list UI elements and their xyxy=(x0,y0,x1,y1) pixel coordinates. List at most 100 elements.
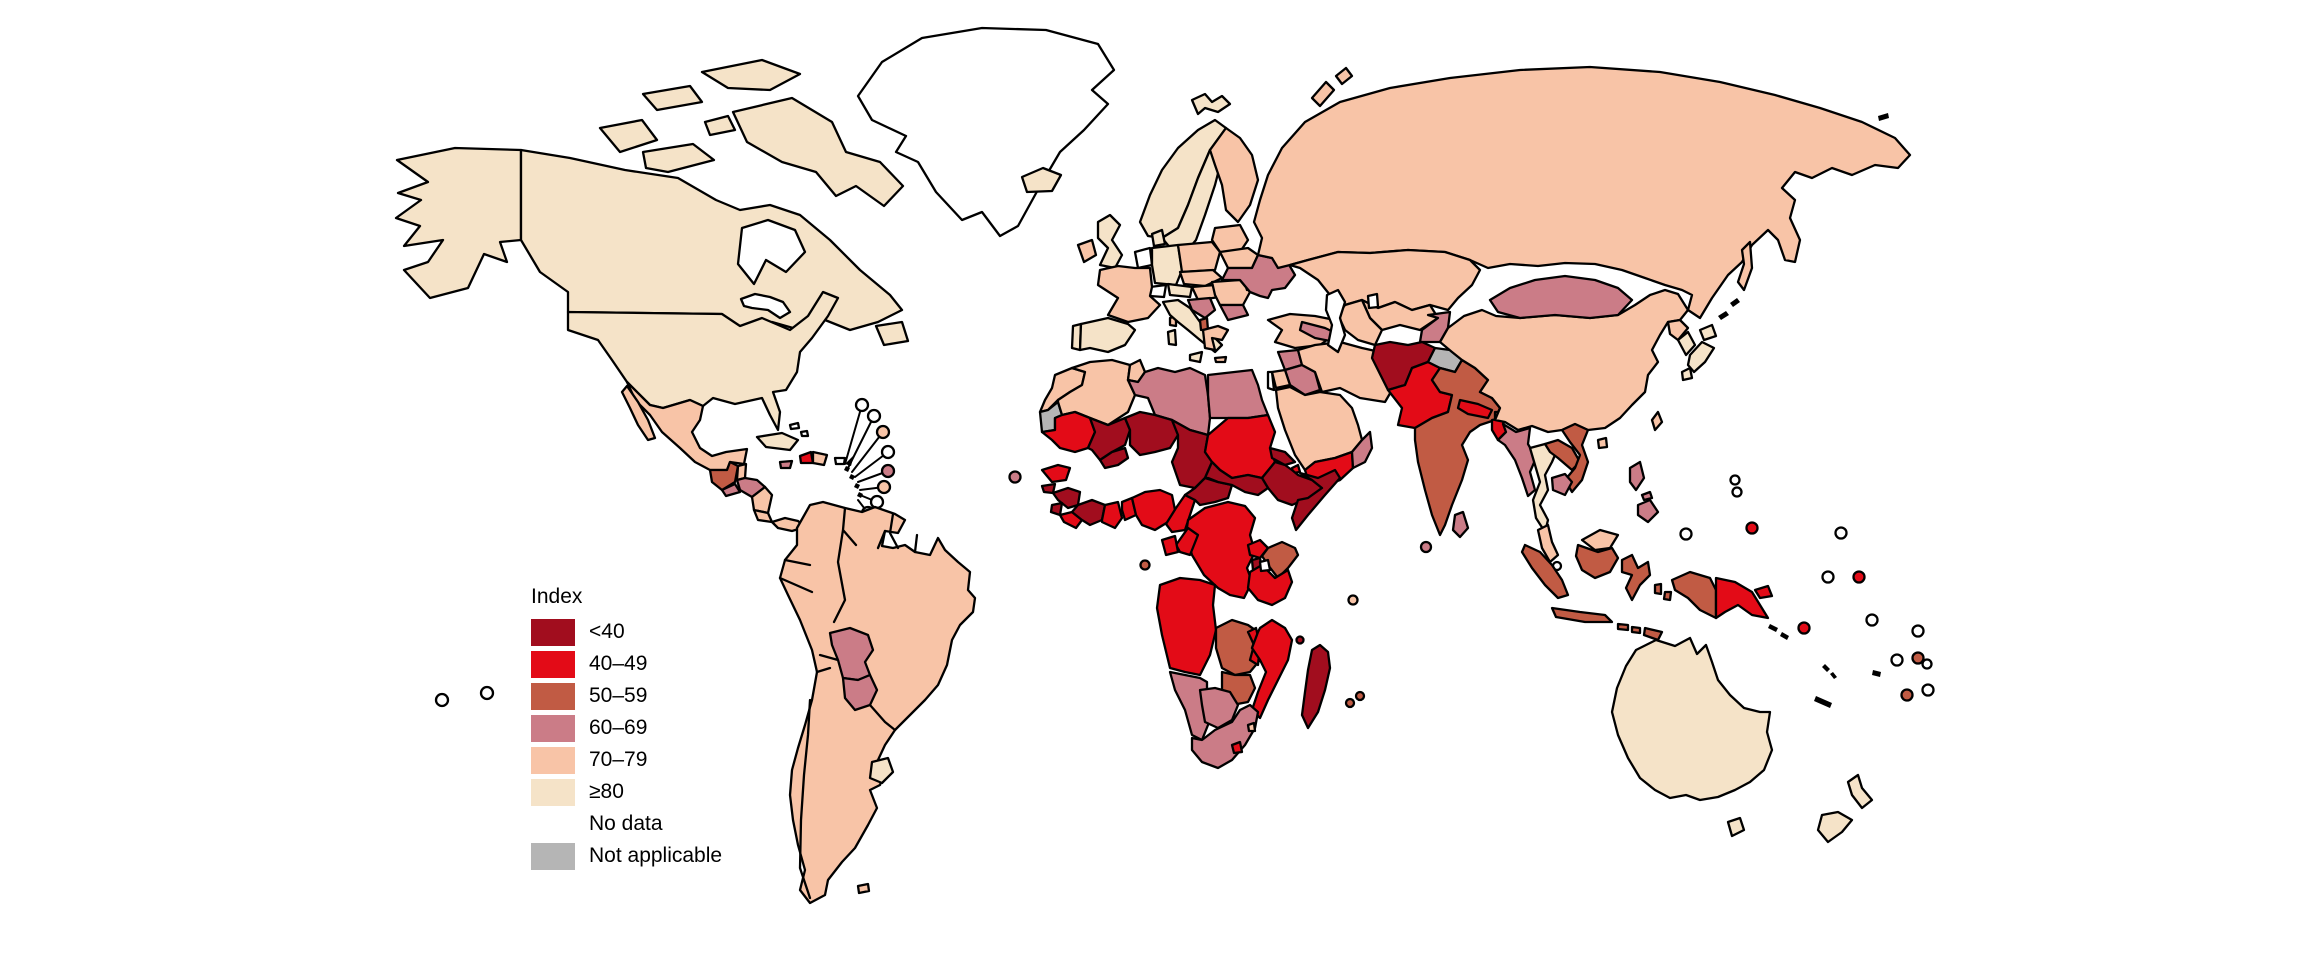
legend-label: 40–49 xyxy=(589,652,648,675)
countries-west-balkans xyxy=(1186,296,1217,320)
country-greece xyxy=(1201,324,1230,352)
country-madagascar xyxy=(1300,643,1332,730)
island-java xyxy=(1550,606,1614,624)
caribbean-island-circle xyxy=(880,463,896,479)
country-sierra-leone xyxy=(1049,501,1064,517)
legend-row: 70–79 xyxy=(531,744,722,776)
country-south-africa xyxy=(1190,703,1260,770)
leader-arrowhead xyxy=(845,455,854,466)
country-japan xyxy=(1680,323,1718,382)
legend-row: Not applicable xyxy=(531,840,722,872)
islands-melanesia-dashes xyxy=(1768,624,1881,708)
legend-label: <40 xyxy=(589,620,625,643)
caspian-sea xyxy=(1324,288,1347,354)
country-papua-new-guinea xyxy=(1714,576,1770,620)
country-australia xyxy=(1610,636,1774,802)
legend-row: ≥80 xyxy=(531,776,722,808)
country-denmark xyxy=(1150,228,1167,248)
legend-swatch-lt40 xyxy=(531,618,575,646)
country-egypt xyxy=(1206,368,1270,420)
island-kiribati xyxy=(1852,570,1866,584)
country-el-salvador xyxy=(720,482,742,498)
country-libya xyxy=(1126,366,1212,437)
islands-bahamas xyxy=(788,421,810,438)
country-ireland xyxy=(1076,238,1098,264)
country-niger xyxy=(1123,410,1180,457)
sa-internal-borders xyxy=(778,506,919,900)
legend-label: 70–79 xyxy=(589,748,648,771)
country-iceland xyxy=(1020,166,1063,194)
island-tonga xyxy=(1900,688,1914,702)
island-niue xyxy=(1890,653,1904,667)
country-mexico xyxy=(625,380,749,472)
islands-svalbard xyxy=(1190,92,1232,116)
island-sakhalin xyxy=(1736,240,1754,292)
country-new-zealand xyxy=(1816,773,1874,844)
legend-swatch-70-79 xyxy=(531,746,575,774)
country-finland xyxy=(1208,126,1260,224)
islands-lesser-sunda xyxy=(1616,622,1642,635)
caribbean-island-circle xyxy=(866,408,882,424)
country-sri-lanka xyxy=(1451,510,1470,539)
country-cameroon xyxy=(1164,493,1197,534)
islands-moluccas xyxy=(1653,582,1673,602)
legend-row: 50–59 xyxy=(531,680,722,712)
country-germany xyxy=(1150,243,1184,287)
country-congo xyxy=(1174,526,1200,557)
island-sulawesi xyxy=(1620,553,1652,602)
island-wallis xyxy=(1865,613,1879,627)
country-austria xyxy=(1166,282,1194,299)
country-central-african-republic xyxy=(1183,476,1234,507)
island-kalimantan xyxy=(1574,543,1620,580)
lake-victoria xyxy=(1258,558,1272,573)
caribbean-island-circle xyxy=(880,444,896,460)
legend-label: ≥80 xyxy=(589,780,624,803)
country-nicaragua xyxy=(750,485,774,515)
island-sumatra xyxy=(1520,543,1570,600)
country-mozambique xyxy=(1250,618,1294,720)
country-timor-leste xyxy=(1642,626,1664,642)
legend-label: 60–69 xyxy=(589,716,648,739)
island-samoa xyxy=(1911,651,1925,665)
island-mauritius xyxy=(1354,690,1366,702)
legend-swatch-40-49 xyxy=(531,650,575,678)
country-somalia xyxy=(1290,468,1342,532)
island-tuvalu xyxy=(1821,570,1835,584)
legend-swatch-not-applicable xyxy=(531,842,575,870)
legend-row: 60–69 xyxy=(531,712,722,744)
country-vietnam xyxy=(1560,422,1590,494)
aral-sea xyxy=(1366,292,1380,310)
islands-visayas xyxy=(1640,490,1654,502)
country-bulgaria xyxy=(1218,303,1250,322)
region-west-papua xyxy=(1670,570,1718,620)
country-alaska xyxy=(394,146,523,300)
island-cape-verde xyxy=(1008,470,1022,484)
country-nepal xyxy=(1456,398,1494,420)
country-paraguay xyxy=(841,673,879,712)
island-devon xyxy=(641,84,704,112)
country-poland xyxy=(1176,240,1222,274)
region-baja-california xyxy=(620,384,657,442)
island-reunion xyxy=(1344,697,1356,709)
country-jordan xyxy=(1270,368,1292,390)
legend-row: No data xyxy=(531,808,722,840)
legend-row: <40 xyxy=(531,616,722,648)
country-iran xyxy=(1296,340,1394,404)
island-southampton xyxy=(703,114,737,137)
legend-label: 50–59 xyxy=(589,684,648,707)
legend-row: 40–49 xyxy=(531,648,722,680)
island-tasmania xyxy=(1726,816,1746,838)
country-lesotho xyxy=(1230,740,1244,755)
pacific-island-circle xyxy=(479,685,495,701)
country-eritrea xyxy=(1268,446,1297,467)
lesser-antilles-dashes xyxy=(844,466,863,498)
legend-title: Index xyxy=(531,585,583,608)
island-luzon xyxy=(1628,460,1646,492)
island-marshall xyxy=(1731,486,1743,498)
legend-swatch-no-data xyxy=(531,810,575,838)
country-burkina-faso xyxy=(1098,446,1130,470)
country-cambodia xyxy=(1550,472,1574,497)
caribbean-island-circle xyxy=(876,479,892,495)
country-malaysia xyxy=(1536,523,1560,564)
